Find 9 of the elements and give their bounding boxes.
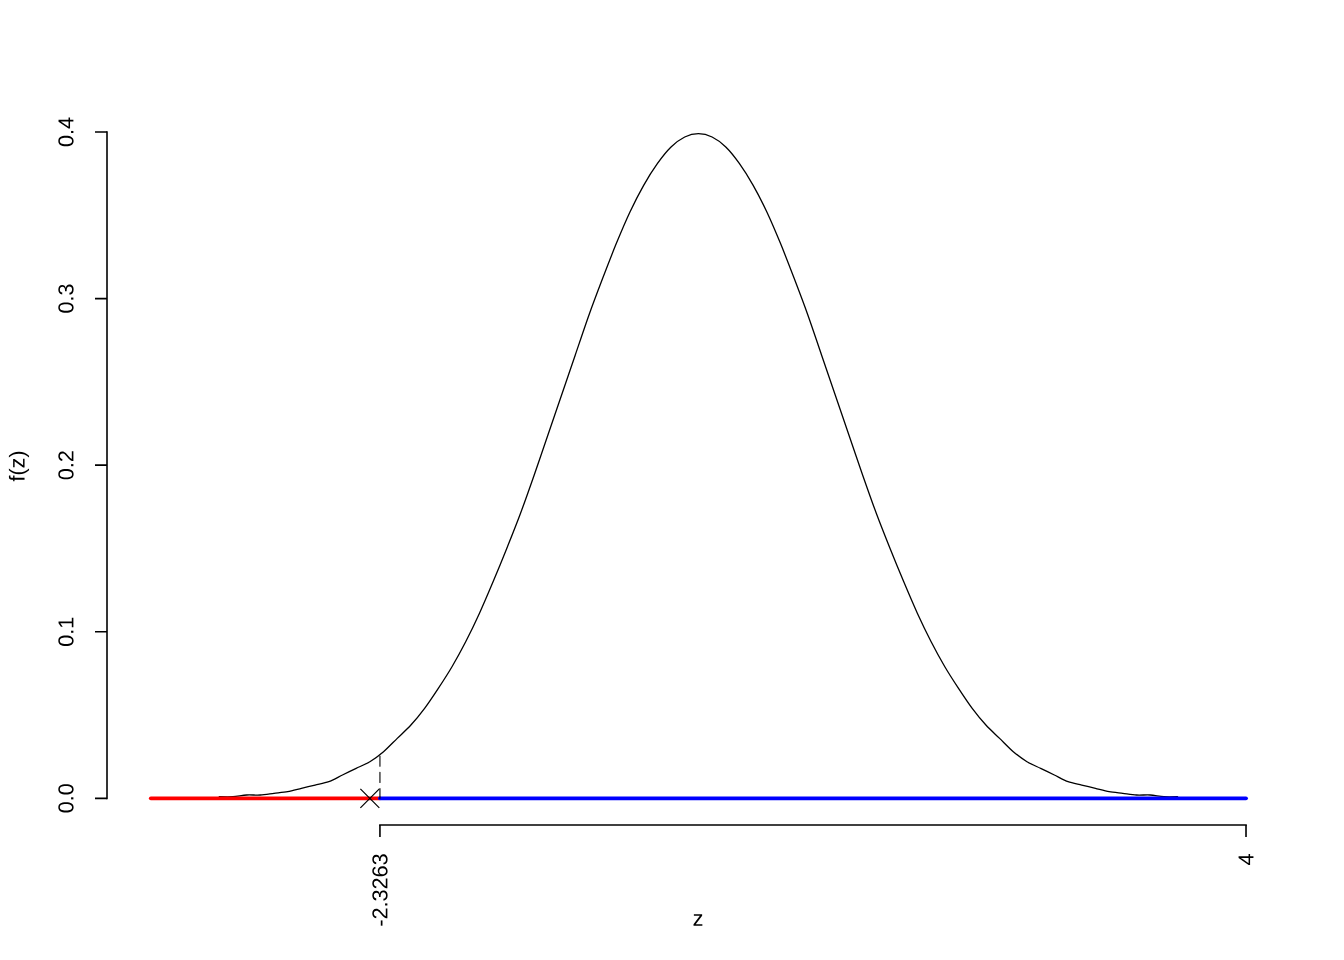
y-axis-title: f(z)	[8, 451, 30, 482]
y-tick-label: 0.0	[58, 784, 74, 813]
x-tick-label: 4	[1238, 854, 1254, 865]
y-tick-label: 0.1	[58, 617, 74, 646]
x-axis-title: z	[693, 914, 703, 926]
x-tick-label: -2.3263	[372, 854, 388, 926]
y-tick-label: 0.4	[58, 117, 74, 147]
y-tick-label: 0.3	[58, 284, 74, 313]
y-tick-label: 0.2	[58, 451, 74, 480]
